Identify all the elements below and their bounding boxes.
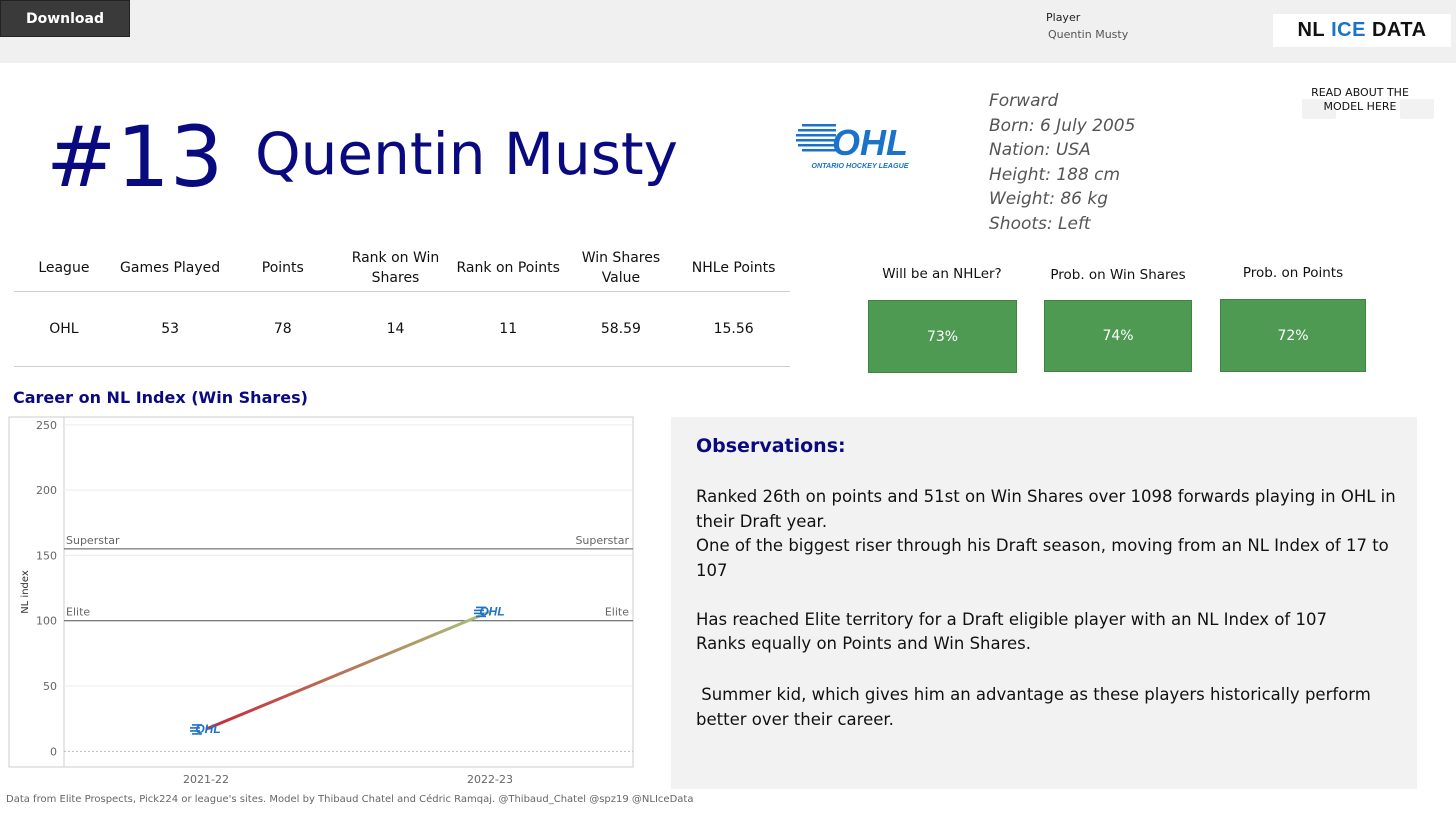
- cell-nhle-points: 15.56: [713, 321, 754, 337]
- stats-header-row: League Games Played Points Rank on Win S…: [14, 244, 790, 292]
- prob-nhler-label: Will be an NHLer?: [882, 266, 1002, 282]
- observations-panel: Observations: Ranked 26th on points and …: [671, 417, 1417, 789]
- x-tick-label: 2021-22: [183, 773, 229, 786]
- player-filter-label: Player: [1046, 11, 1081, 24]
- y-tick-label: 0: [50, 745, 57, 758]
- nl-index-chart: 0 50 100 150 200 250 Superstar Superstar Elite E…: [8, 416, 634, 786]
- observations-title: Observations:: [696, 435, 846, 457]
- cell-games-played: 53: [161, 321, 180, 337]
- logo-stripe: [192, 724, 202, 726]
- brand-logo: NL ICE DATA: [1273, 14, 1451, 47]
- y-tick-label: 200: [36, 484, 57, 497]
- header-games-played: Games Played: [120, 259, 221, 276]
- data-point-ohl-icon: OHL: [474, 605, 505, 619]
- chart-frame: [8, 416, 634, 768]
- series-line: [205, 610, 491, 731]
- header-nhle-points: NHLe Points: [691, 259, 776, 276]
- logo-stripe: [476, 606, 486, 609]
- logo-stripe: [192, 733, 202, 735]
- y-tick-label: 150: [36, 549, 57, 562]
- header-league: League: [38, 259, 90, 276]
- reference-label: Superstar: [66, 534, 120, 547]
- prob-nhler-value: 73%: [868, 300, 1017, 373]
- data-point-ohl-icon: OHL: [190, 722, 221, 736]
- ohl-logo-subtext: ONTARIO HOCKEY LEAGUE: [811, 161, 908, 170]
- bio-height: Height: 188 cm: [989, 164, 1121, 185]
- player-filter-value[interactable]: Quentin Musty: [1048, 28, 1129, 41]
- cell-win-shares-value: 58.59: [600, 321, 641, 337]
- cell-rank-points: 11: [499, 321, 518, 337]
- logo-stripe: [476, 615, 486, 618]
- read-about-model-link[interactable]: READ ABOUT THE MODEL HERE: [1311, 86, 1409, 113]
- bio-shoots: Shoots: Left: [989, 213, 1091, 234]
- chart-title: Career on NL Index (Win Shares): [13, 388, 308, 407]
- bio-weight: Weight: 86 kg: [989, 189, 1109, 210]
- data-point-logo-text: OHL: [195, 722, 220, 736]
- table-row: OHL 53 78 14 11 58.59 15.56: [14, 292, 790, 367]
- observation-3: Has reached Elite territory for a Draft …: [696, 610, 1327, 629]
- cell-league: OHL: [49, 321, 79, 337]
- logo-stripe: [474, 609, 484, 612]
- y-tick-label: 100: [36, 615, 57, 628]
- stats-table: League Games Played Points Rank on Win S…: [14, 244, 790, 367]
- cell-rank-win-shares: 14: [386, 321, 405, 337]
- y-tick-label: 50: [43, 680, 57, 693]
- observation-2: One of the biggest riser through his Dra…: [696, 536, 1389, 580]
- x-tick-label: 2022-23: [467, 773, 513, 786]
- prob-points-value: 72%: [1220, 299, 1366, 372]
- observation-4: Ranks equally on Points and Win Shares.: [696, 634, 1032, 653]
- about-model-panel: READ ABOUT THE MODEL HERE: [1292, 66, 1434, 146]
- brand-part-1: NL: [1297, 19, 1326, 41]
- observation-1: Ranked 26th on points and 51st on Win Sh…: [696, 487, 1396, 531]
- header-win-shares-value: Win Shares Value: [581, 249, 661, 286]
- header-points: Points: [261, 259, 304, 276]
- ghost-button: [1302, 99, 1336, 119]
- brand-part-2: ICE: [1331, 19, 1366, 41]
- header-rank-win-shares: Rank on Win Shares: [351, 249, 440, 286]
- download-button[interactable]: Download: [0, 0, 130, 37]
- footer-credits: Data from Elite Prospects, Pick224 or le…: [6, 794, 694, 805]
- player-filter[interactable]: Player Quentin Musty: [1046, 11, 1128, 41]
- reference-label: Elite: [66, 606, 90, 619]
- prob-win-shares-value: 74%: [1044, 300, 1192, 372]
- brand-part-3: DATA: [1371, 19, 1427, 41]
- header-rank-points: Rank on Points: [456, 259, 560, 276]
- ghost-button: [1400, 99, 1434, 119]
- y-tick-label: 250: [36, 419, 57, 432]
- top-toolbar: Download Player Quentin Musty NL ICE DAT…: [0, 0, 1456, 63]
- cell-points: 78: [273, 321, 292, 337]
- ohl-logo-icon: OHL ONTARIO HOCKEY LEAGUE: [796, 122, 909, 170]
- player-name: Quentin Musty: [255, 120, 678, 188]
- prob-points-label: Prob. on Points: [1242, 265, 1344, 281]
- logo-stripe: [190, 727, 200, 729]
- bio-nation: Nation: USA: [989, 140, 1091, 161]
- jersey-number: #13: [46, 108, 224, 206]
- logo-stripe: [474, 612, 484, 615]
- reference-label: Elite: [605, 606, 629, 619]
- data-point-logo-text: OHL: [479, 605, 504, 619]
- prob-win-shares-label: Prob. on Win Shares: [1050, 267, 1186, 283]
- player-bio: Forward Born: 6 July 2005 Nation: USA He…: [989, 89, 1135, 237]
- bio-born: Born: 6 July 2005: [989, 115, 1136, 136]
- observation-5: Summer kid, which gives him an advantage…: [696, 685, 1377, 729]
- reference-label: Superstar: [575, 534, 629, 547]
- logo-stripe: [190, 730, 200, 732]
- y-axis-label: NL index: [20, 570, 31, 614]
- bio-position: Forward: [989, 91, 1059, 111]
- ohl-logo-text: OHL: [832, 122, 908, 163]
